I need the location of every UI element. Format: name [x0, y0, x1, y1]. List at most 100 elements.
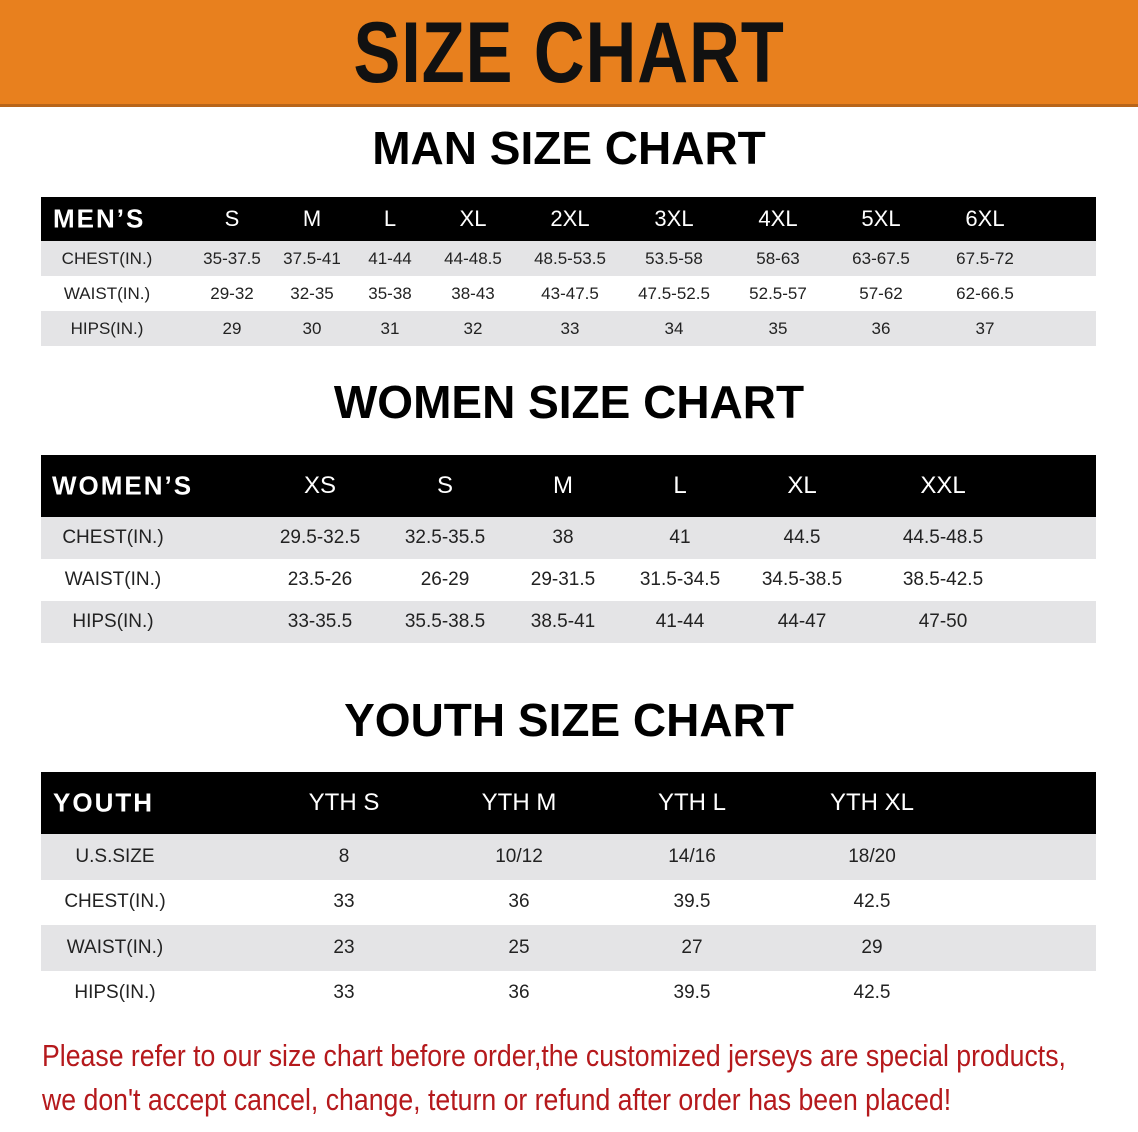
measurement-cell: 29 — [861, 936, 883, 958]
size-header: 5XL — [861, 206, 901, 231]
notice-line-2: we don't accept cancel, change, teturn o… — [42, 1082, 952, 1117]
measurement-cell: 25 — [508, 936, 530, 958]
measurement-cell: 35-37.5 — [203, 248, 261, 268]
measurement-cell: 30 — [302, 318, 322, 338]
measurement-cell: 26-29 — [420, 569, 470, 590]
table-row: CHEST(IN.) 29.5-32.5 32.5-35.5 38 41 44.5 44.5… — [41, 517, 1096, 559]
size-header: M — [302, 206, 322, 231]
measurement-cell: 10/12 — [495, 845, 543, 867]
table-row: WAIST(IN.) 23.5-26 26-29 29-31.5 31.5-34.5 34… — [41, 559, 1096, 601]
measurement-cell: 35 — [768, 318, 788, 338]
table-row: HIPS(IN.) 33-35.5 35.5-38.5 38.5-41 41-44 44-… — [41, 601, 1096, 643]
notice-line-1: Please refer to our size chart before or… — [42, 1038, 1066, 1073]
table-row: CHEST(IN.) 33 36 39.5 42.5 — [41, 880, 1096, 926]
measurement-cell: 35-38 — [368, 283, 412, 303]
measurement-cell: 35.5-38.5 — [404, 611, 486, 632]
size-header: YTH M — [481, 789, 557, 816]
measurement-cell: 44.5 — [783, 527, 821, 548]
row-label: WAIST(IN.) — [63, 283, 151, 303]
size-header: 6XL — [965, 206, 1005, 231]
measurement-cell: 58-63 — [756, 248, 800, 268]
measurement-cell: 43-47.5 — [541, 283, 599, 303]
measurement-cell: 31 — [380, 318, 400, 338]
row-label: CHEST(IN.) — [61, 248, 153, 268]
measurement-cell: 38 — [552, 527, 574, 548]
size-header: S — [224, 206, 240, 231]
banner: SIZE CHART — [0, 0, 1138, 107]
measurement-cell: 31.5-34.5 — [639, 569, 721, 590]
measurement-cell: 32.5-35.5 — [404, 527, 486, 548]
measurement-cell: 48.5-53.5 — [534, 248, 606, 268]
table-row: U.S.SIZE 8 10/12 14/16 18/20 — [41, 834, 1096, 880]
youth-size-table: YOUTH YTH S YTH M YTH L YTH XL U.S.SIZE 8 10/12… — [41, 772, 1096, 1016]
measurement-cell: 33 — [560, 318, 580, 338]
size-header: YTH S — [308, 789, 380, 816]
table-row: HIPS(IN.) 33 36 39.5 42.5 — [41, 971, 1096, 1017]
banner-title: SIZE CHART — [353, 5, 785, 101]
measurement-cell: 29-32 — [210, 283, 254, 303]
measurement-cell: 38.5-42.5 — [902, 569, 984, 590]
men-header-label: MEN’S — [53, 203, 146, 234]
measurement-cell: 38-43 — [451, 283, 495, 303]
measurement-cell: 44-48.5 — [444, 248, 502, 268]
measurement-cell: 53.5-58 — [645, 248, 703, 268]
women-header-row: WOMEN’S XS S M L XL XXL — [41, 455, 1096, 517]
size-header: M — [553, 472, 573, 499]
measurement-cell: 47-50 — [918, 611, 968, 632]
size-header: 4XL — [758, 206, 798, 231]
measurement-cell: 47.5-52.5 — [638, 283, 710, 303]
size-header: L — [383, 206, 397, 231]
measurement-cell: 41 — [669, 527, 691, 548]
measurement-cell: 52.5-57 — [749, 283, 807, 303]
youth-header-row: YOUTH YTH S YTH M YTH L YTH XL — [41, 772, 1096, 834]
table-row: WAIST(IN.) 29-32 32-35 35-38 38-43 43-47.5 47.… — [41, 276, 1096, 311]
measurement-cell: 37 — [975, 318, 995, 338]
women-size-table: WOMEN’S XS S M L XL XXL CHEST(IN.) 29.5-32.5 32.5… — [41, 455, 1096, 643]
row-label: HIPS(IN.) — [74, 982, 156, 1004]
measurement-cell: 29 — [222, 318, 242, 338]
measurement-cell: 57-62 — [859, 283, 903, 303]
measurement-cell: 32-35 — [290, 283, 334, 303]
measurement-cell: 33 — [333, 891, 355, 913]
measurement-cell: 29.5-32.5 — [279, 527, 361, 548]
size-header: 3XL — [654, 206, 694, 231]
measurement-cell: 36 — [508, 982, 530, 1004]
row-label: U.S.SIZE — [75, 845, 155, 867]
row-label: WAIST(IN.) — [64, 569, 162, 590]
measurement-cell: 44.5-48.5 — [902, 527, 984, 548]
size-header: 2XL — [550, 206, 590, 231]
measurement-cell: 23 — [333, 936, 355, 958]
measurement-cell: 8 — [338, 845, 350, 867]
row-label: HIPS(IN.) — [72, 611, 154, 632]
table-row: HIPS(IN.) 29 30 31 32 33 34 35 36 37 — [41, 311, 1096, 346]
row-label: WAIST(IN.) — [66, 936, 164, 958]
measurement-cell: 32 — [463, 318, 483, 338]
size-header: XL — [459, 206, 487, 231]
measurement-cell: 34.5-38.5 — [761, 569, 843, 590]
size-header: YTH L — [657, 789, 727, 816]
size-header: S — [436, 472, 454, 499]
measurement-cell: 44-47 — [777, 611, 827, 632]
measurement-cell: 41-44 — [368, 248, 412, 268]
size-header: XXL — [920, 472, 966, 499]
measurement-cell: 33 — [333, 982, 355, 1004]
measurement-cell: 42.5 — [853, 982, 891, 1004]
measurement-cell: 39.5 — [673, 891, 711, 913]
measurement-cell: 29-31.5 — [530, 569, 596, 590]
youth-section-title: YOUTH SIZE CHART — [344, 694, 794, 746]
measurement-cell: 14/16 — [668, 845, 716, 867]
measurement-cell: 38.5-41 — [530, 611, 596, 632]
measurement-cell: 62-66.5 — [956, 283, 1014, 303]
row-label: CHEST(IN.) — [64, 891, 166, 913]
measurement-cell: 42.5 — [853, 891, 891, 913]
measurement-cell: 34 — [664, 318, 684, 338]
women-section-title: WOMEN SIZE CHART — [333, 376, 805, 428]
row-label: CHEST(IN.) — [62, 527, 164, 548]
measurement-cell: 39.5 — [673, 982, 711, 1004]
women-header-label: WOMEN’S — [52, 470, 194, 501]
men-header-row: MEN’S S M L XL 2XL 3XL 4XL 5XL 6XL — [41, 197, 1096, 241]
table-row: CHEST(IN.) 35-37.5 37.5-41 41-44 44-48.5 48.5… — [41, 241, 1096, 276]
men-size-table: MEN’S S M L XL 2XL 3XL 4XL 5XL 6XL CHEST(IN.) 35-37… — [41, 197, 1096, 346]
row-label: HIPS(IN.) — [70, 318, 144, 338]
size-header: L — [673, 472, 687, 499]
